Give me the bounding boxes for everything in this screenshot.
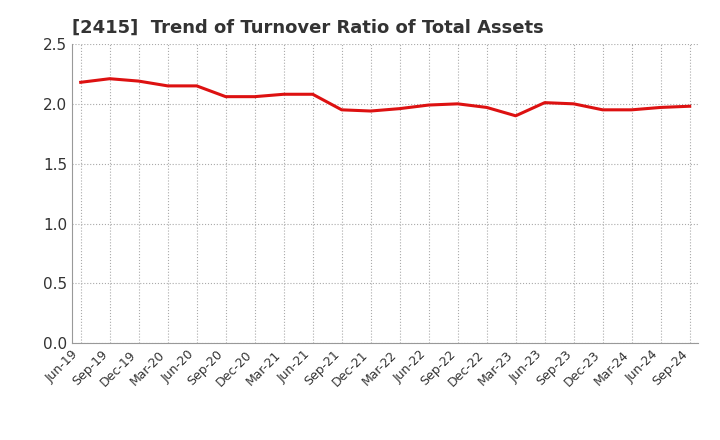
Text: [2415]  Trend of Turnover Ratio of Total Assets: [2415] Trend of Turnover Ratio of Total …: [72, 19, 544, 37]
